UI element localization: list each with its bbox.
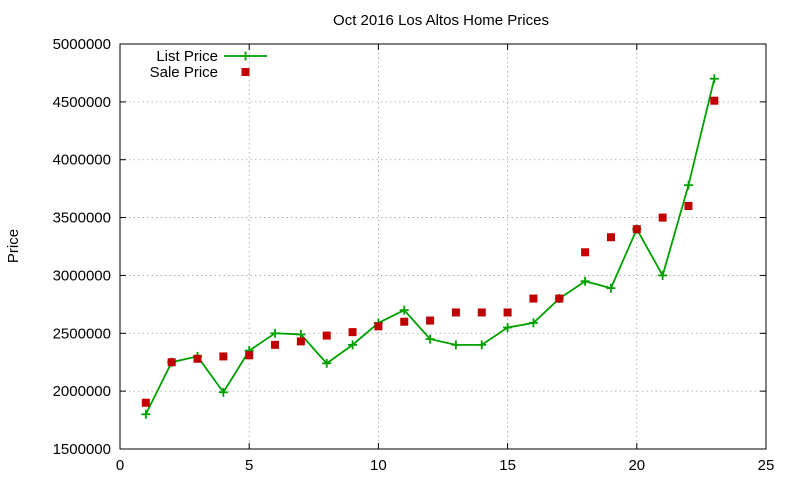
list-price-point: [425, 334, 435, 344]
y-tick-label: 4500000: [53, 94, 111, 111]
sale-price-point: [529, 294, 538, 303]
sale-price-point: [555, 294, 564, 303]
x-tick-label: 25: [758, 457, 775, 474]
sale-price-point: [219, 352, 228, 361]
list-price-point: [606, 283, 616, 293]
y-tick-label: 5000000: [53, 36, 111, 53]
list-price-point: [477, 340, 487, 350]
series-list-price: [141, 74, 719, 419]
list-price-point: [658, 270, 668, 280]
list-price-point: [399, 305, 409, 315]
sale-price-point: [141, 398, 150, 407]
list-price-point: [270, 328, 280, 338]
x-tick-label: 15: [499, 457, 516, 474]
list-price-point: [709, 74, 719, 84]
series: [141, 74, 719, 419]
sale-price-point: [374, 322, 383, 331]
sale-price-point: [426, 316, 435, 325]
sale-price-point: [193, 354, 202, 363]
sale-price-point: [348, 328, 357, 337]
sale-price-point: [658, 213, 667, 222]
y-axis-label: Price: [5, 229, 22, 263]
y-tick-label: 2000000: [53, 383, 111, 400]
legend-marker: [241, 68, 250, 76]
sale-price-point: [245, 351, 254, 360]
legend-label: Sale Price: [150, 64, 218, 81]
sale-price-point: [632, 225, 641, 234]
sale-price-point: [167, 358, 176, 367]
sale-price-point: [296, 337, 305, 346]
sale-price-point: [684, 202, 693, 210]
sale-price-point: [400, 317, 409, 326]
y-tick-label: 2500000: [53, 325, 111, 342]
y-tick-label: 3000000: [53, 267, 111, 284]
sale-price-point: [477, 308, 486, 317]
list-price-point: [218, 387, 228, 397]
plot-frame: [119, 43, 767, 450]
sale-price-point: [271, 340, 280, 349]
sale-price-point: [451, 308, 460, 317]
list-price-point: [528, 318, 538, 328]
list-price-line: [145, 78, 716, 415]
list-price-point: [683, 180, 693, 190]
y-tick-label: 1500000: [53, 441, 111, 458]
y-tick-label: 4000000: [53, 152, 111, 169]
sale-price-point: [322, 331, 331, 340]
list-price-point: [322, 358, 332, 368]
legend-label: List Price: [156, 48, 218, 65]
y-tick-label: 3500000: [53, 210, 111, 227]
sale-price-point: [710, 96, 719, 105]
list-price-point: [580, 276, 590, 286]
x-tick-label: 0: [116, 457, 124, 474]
sale-price-point: [503, 308, 512, 317]
list-price-point: [503, 323, 513, 332]
sale-price-point: [606, 233, 615, 242]
x-tick-label: 20: [628, 457, 645, 474]
list-price-point: [141, 409, 151, 419]
list-price-point: [451, 340, 461, 350]
series-sale-price: [141, 96, 719, 407]
x-tick-label: 5: [245, 457, 253, 474]
axis-ticks: 0 5 10 15 20 25 1500000 2000000 2500000 3000000 35…: [53, 36, 775, 474]
legend-marker: [241, 51, 250, 61]
chart-title: Oct 2016 Los Altos Home Prices: [333, 12, 549, 29]
list-price-point: [348, 340, 358, 350]
x-tick-label: 10: [370, 457, 387, 474]
grid: [120, 44, 766, 449]
sale-price-point: [581, 248, 590, 257]
